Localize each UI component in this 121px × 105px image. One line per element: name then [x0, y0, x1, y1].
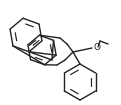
Text: O: O [93, 43, 100, 52]
